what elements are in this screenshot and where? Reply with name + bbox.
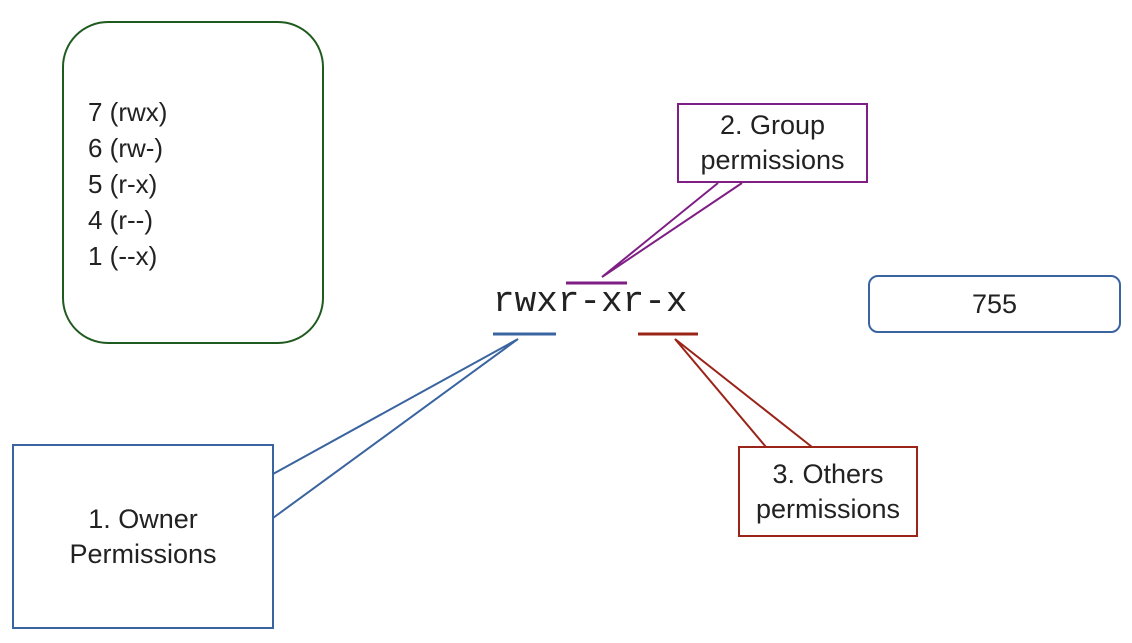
octal-value-box: 755 <box>868 275 1121 333</box>
legend-item: 1 (--x) <box>88 241 158 271</box>
others-callout-line1: 3. Others <box>772 458 884 489</box>
owner-callout-line2: Permissions <box>69 538 217 569</box>
others-pointer <box>674 338 813 448</box>
group-callout: 2. Group permissions <box>677 103 868 183</box>
owner-bits: rwx <box>493 281 558 322</box>
legend-item: 6 (rw-) <box>88 133 164 163</box>
permission-string: rwxr-xr-x <box>493 281 687 322</box>
legend-list: 7 (rwx) 6 (rw-) 5 (r-x) 4 (r--) 1 (--x) <box>88 94 167 274</box>
owner-callout: 1. Owner Permissions <box>12 444 274 629</box>
others-bits: r-x <box>622 281 688 322</box>
group-callout-line2: permissions <box>700 145 845 175</box>
group-bits: r-x <box>557 281 623 322</box>
legend-item: 4 (r--) <box>88 205 153 235</box>
legend-item: 7 (rwx) <box>88 97 168 127</box>
legend-box <box>62 21 324 344</box>
group-callout-line1: 2. Group <box>719 110 826 140</box>
others-callout: 3. Others permissions <box>738 446 918 537</box>
others-callout-line2: permissions <box>755 493 901 524</box>
owner-pointer <box>272 338 519 519</box>
group-pointer <box>601 182 743 278</box>
legend-item: 5 (r-x) <box>88 169 158 199</box>
owner-callout-line1: 1. Owner <box>88 503 198 534</box>
octal-value: 755 <box>971 288 1018 319</box>
